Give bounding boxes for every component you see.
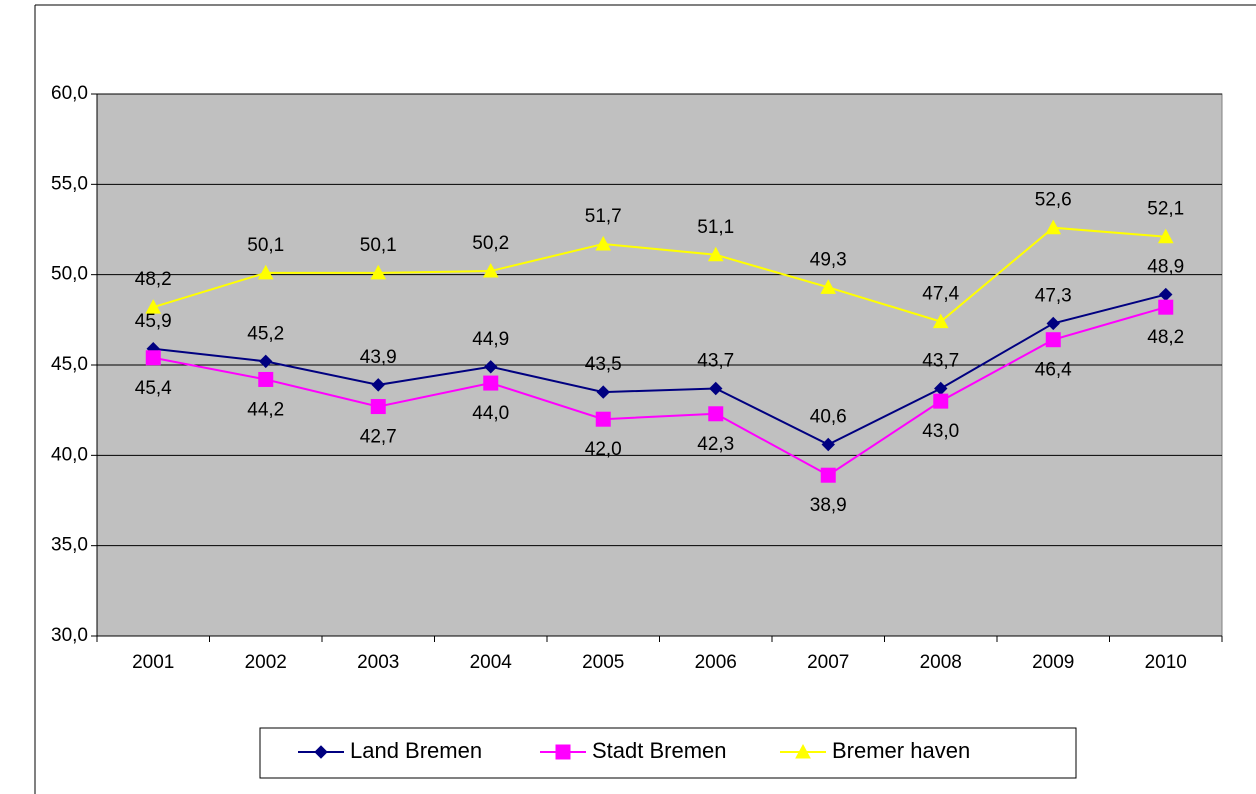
marker-diamond [259,354,273,369]
x-tick-label: 2007 [807,652,849,673]
x-tick-label: 2001 [132,652,174,673]
data-label: 40,6 [810,407,847,428]
marker-diamond [709,381,723,396]
marker-diamond [596,385,610,399]
y-tick-label: 50,0 [51,264,88,285]
legend-label: Bremer haven [832,738,970,763]
data-label: 50,1 [247,235,284,256]
data-label: 43,0 [922,421,959,442]
data-label: 48,2 [1147,327,1184,348]
x-tick-label: 2009 [1032,652,1074,673]
series-line [153,293,1166,446]
legend-label: Stadt Bremen [592,738,727,763]
y-tick-label: 35,0 [51,535,88,556]
data-label: 49,3 [810,249,847,270]
data-label: 45,4 [135,378,172,399]
data-label: 48,9 [1147,257,1184,278]
marker-diamond [371,378,385,392]
data-label: 42,0 [585,439,622,460]
marker-square [145,350,161,366]
data-label: 45,9 [135,311,172,332]
marker-triangle [1045,219,1062,235]
legend-box [259,727,1077,779]
data-label: 48,2 [135,269,172,290]
marker-triangle [370,264,387,280]
marker-square [1158,299,1174,315]
marker-triangle [1157,228,1174,244]
marker-triangle [482,262,499,278]
data-label: 51,7 [585,206,622,227]
marker-diamond [821,437,835,452]
marker-square [933,393,949,409]
data-label: 50,2 [472,233,509,254]
series-line [153,306,1167,477]
marker-triangle [257,264,274,280]
data-label: 43,5 [585,354,622,375]
marker-square [483,375,499,391]
data-label: 46,4 [1035,360,1072,381]
marker-diamond [484,360,498,374]
legend-label: Land Bremen [350,738,482,763]
marker-square [370,399,386,415]
series-line [152,226,1166,323]
marker-square [820,467,836,483]
y-tick-label: 40,0 [51,444,88,465]
marker-triangle [595,235,612,251]
data-label: 45,2 [247,323,284,344]
marker-square [595,411,611,427]
x-tick-label: 2006 [695,652,737,673]
marker-triangle [932,313,949,329]
x-tick-label: 2010 [1145,652,1187,673]
data-label: 51,1 [697,217,734,238]
y-tick-label: 45,0 [51,354,88,375]
data-label: 43,9 [360,347,397,368]
data-label: 43,7 [922,351,959,372]
data-label: 42,7 [360,427,397,448]
data-label: 47,3 [1035,285,1072,306]
data-label: 47,4 [922,284,959,305]
data-label: 42,3 [697,434,734,455]
data-label: 52,1 [1147,199,1184,220]
x-tick-label: 2005 [582,652,624,673]
y-tick-label: 60,0 [51,83,88,104]
marker-triangle [145,299,162,314]
y-tick-label: 30,0 [51,625,88,646]
marker-diamond [314,745,328,759]
marker-square [708,406,724,422]
x-tick-label: 2004 [470,652,513,673]
marker-triangle [820,279,837,294]
marker-square [1045,332,1061,348]
x-tick-label: 2002 [245,652,287,673]
data-label: 52,6 [1035,190,1072,211]
data-label: 38,9 [810,495,847,516]
marker-triangle [707,246,724,262]
x-tick-label: 2003 [357,652,399,673]
data-label: 44,0 [472,403,509,424]
marker-square [555,744,571,760]
x-tick-label: 2008 [920,652,962,673]
marker-triangle [795,743,811,759]
marker-square [258,371,274,387]
data-label: 44,9 [472,329,509,350]
data-label: 44,2 [247,399,284,420]
y-tick-label: 55,0 [51,173,88,194]
marker-diamond [1046,316,1060,331]
data-label: 43,7 [697,351,734,372]
data-label: 50,1 [360,235,397,256]
